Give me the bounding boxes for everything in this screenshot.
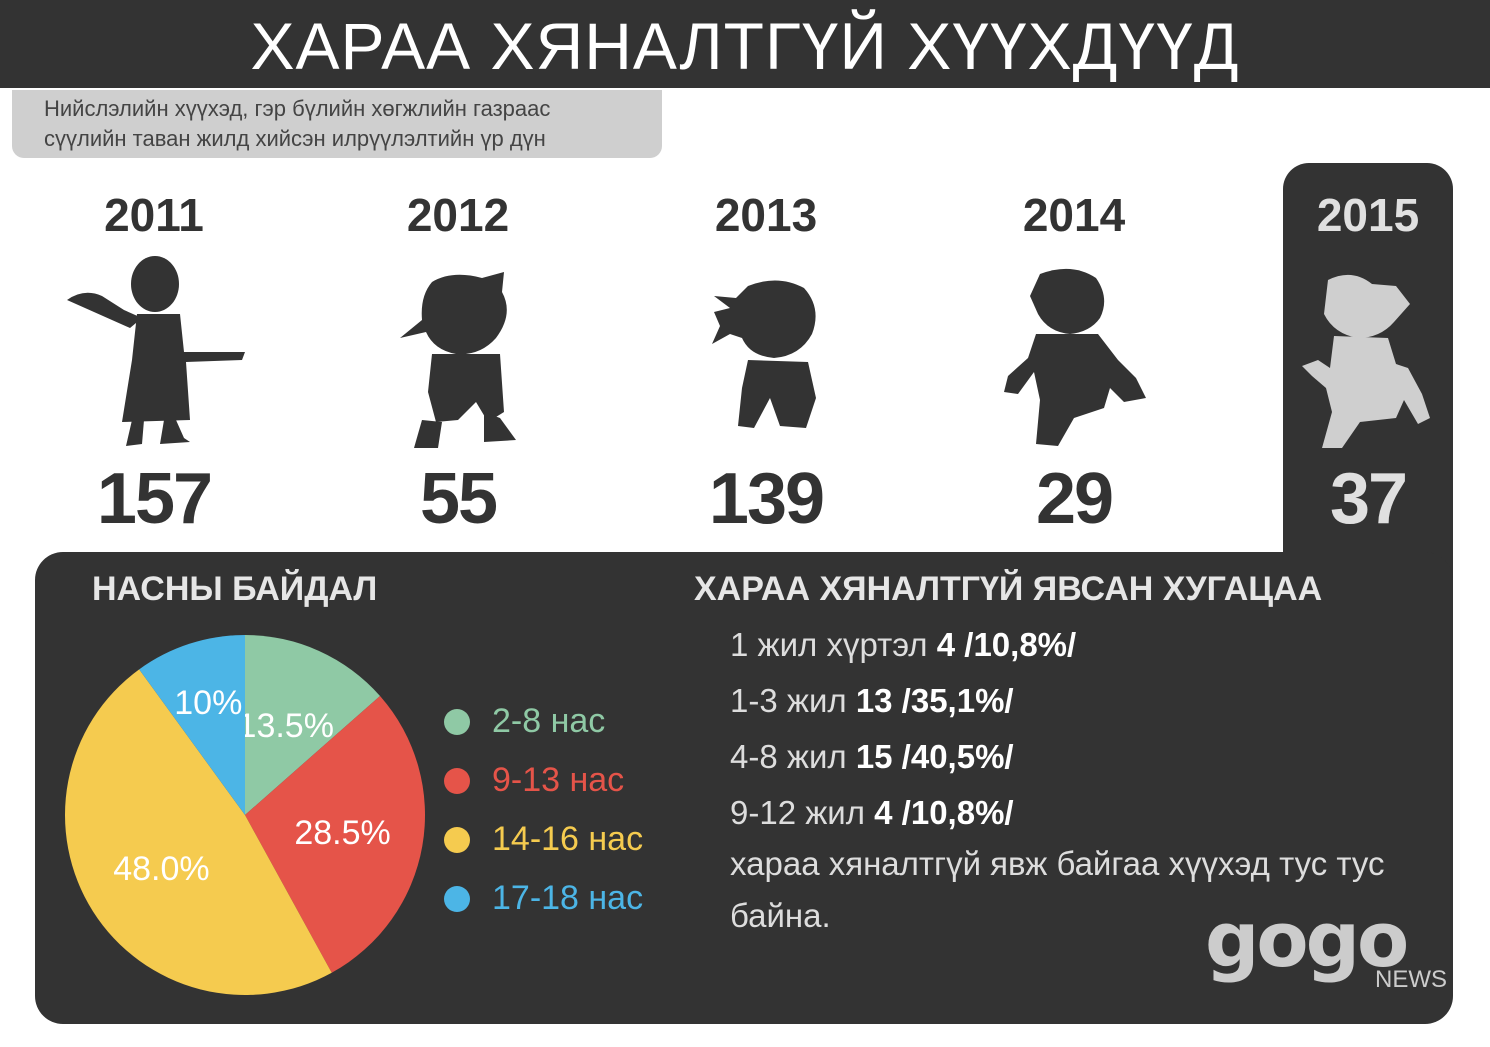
subtitle-line-1: Нийслэлийн хүүхэд, гэр бүлийн хөгжлийн г… bbox=[44, 96, 551, 121]
page-title: ХАРАА ХЯНАЛТГҮЙ ХҮҮХДҮҮД bbox=[250, 9, 1240, 83]
duration-value: 4 /10,8%/ bbox=[936, 626, 1077, 663]
duration-row: 1-3 жил 13 /35,1%/ bbox=[730, 682, 1014, 720]
duration-section-title: ХАРАА ХЯНАЛТГҮЙ ЯВСАН ХУГАЦАА bbox=[694, 570, 1323, 608]
count-value: 55 bbox=[419, 459, 498, 539]
duration-label: 9-12 жил bbox=[730, 794, 865, 831]
pie-slice-label: 13.5% bbox=[238, 707, 334, 745]
child-silhouette-icon bbox=[1004, 268, 1146, 446]
duration-row: 4-8 жил 15 /40,5%/ bbox=[730, 738, 1014, 776]
duration-value: 15 /40,5%/ bbox=[855, 738, 1014, 775]
count-value: 37 bbox=[1329, 459, 1408, 539]
legend-label: 17-18 нас bbox=[492, 879, 644, 917]
year-label: 2014 bbox=[1022, 189, 1126, 241]
legend-dot bbox=[444, 885, 470, 912]
year-label: 2012 bbox=[406, 189, 510, 241]
subtitle-line-2: сүүлийн таван жилд хийсэн илрүүлэлтийн ү… bbox=[44, 126, 546, 151]
child-silhouette-icon bbox=[67, 256, 245, 446]
year-label: 2015 bbox=[1316, 189, 1420, 241]
legend-label: 2-8 нас bbox=[492, 702, 606, 740]
legend-label: 9-13 нас bbox=[492, 761, 625, 799]
age-section-title: НАСНЫ БАЙДАЛ bbox=[92, 570, 378, 608]
subtitle-box: Нийслэлийн хүүхэд, гэр бүлийн хөгжлийн г… bbox=[12, 90, 662, 158]
legend-item: 2-8 нас bbox=[444, 702, 605, 741]
legend-item: 17-18 нас bbox=[444, 879, 643, 918]
year-label: 2013 bbox=[714, 189, 818, 241]
duration-label: 1 жил хүртэл bbox=[730, 626, 928, 663]
duration-row: 9-12 жил 4 /10,8%/ bbox=[730, 794, 1014, 832]
duration-label: 4-8 жил bbox=[730, 738, 847, 775]
duration-value: 13 /35,1%/ bbox=[855, 682, 1014, 719]
count-value: 157 bbox=[96, 459, 213, 539]
gogo-logo-sub: NEWS bbox=[1375, 966, 1447, 993]
duration-value: 4 /10,8%/ bbox=[874, 794, 1014, 831]
legend-item: 9-13 нас bbox=[444, 761, 624, 800]
child-silhouette-icon bbox=[1302, 274, 1430, 448]
year-label: 2011 bbox=[104, 189, 204, 241]
gogo-logo: gogo bbox=[1205, 895, 1409, 984]
duration-note: хараа хяналтгүй явж байгаа хүүхэд тус ту… bbox=[730, 845, 1385, 934]
pie-slice bbox=[139, 635, 245, 815]
legend-item: 14-16 нас bbox=[444, 820, 643, 859]
pie-slice bbox=[64, 669, 332, 996]
count-value: 29 bbox=[1035, 459, 1114, 539]
duration-label: 1-3 жил bbox=[730, 682, 847, 719]
legend-label: 14-16 нас bbox=[492, 820, 644, 858]
legend-dot bbox=[444, 767, 470, 794]
pie-slice-label: 10% bbox=[174, 684, 242, 722]
age-pie-chart: 13.5% 28.5% 48.0% 10% bbox=[64, 635, 425, 996]
duration-row: 1 жил хүртэл 4 /10,8%/ bbox=[730, 626, 1076, 664]
title-bar bbox=[0, 0, 1490, 88]
pie-slice bbox=[245, 635, 381, 815]
child-silhouette-icon bbox=[712, 280, 816, 428]
pie-slice bbox=[245, 695, 425, 973]
count-value: 139 bbox=[708, 459, 825, 539]
pie-slice-label: 28.5% bbox=[294, 814, 390, 852]
pie-slice-label: 48.0% bbox=[113, 850, 209, 888]
legend-dot bbox=[444, 708, 470, 735]
legend-dot bbox=[444, 826, 470, 853]
child-silhouette-icon bbox=[400, 272, 516, 448]
